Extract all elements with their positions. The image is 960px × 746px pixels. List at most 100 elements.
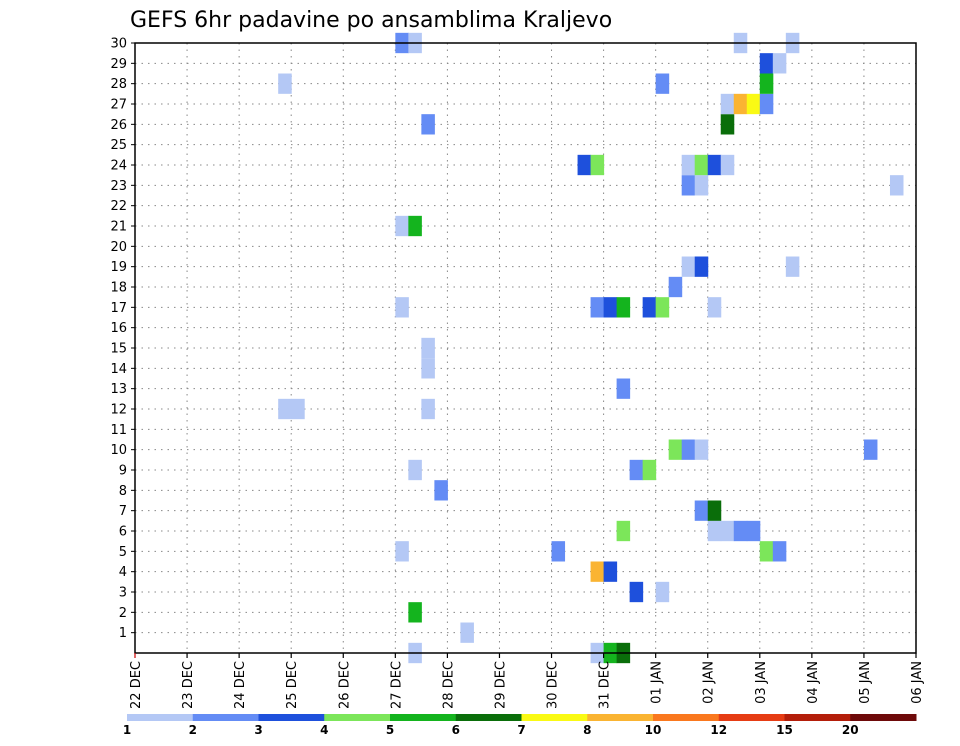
x-tick-label: 24 DEC [233, 661, 248, 709]
y-tick-label: 22 [110, 199, 127, 214]
heatmap-cell [278, 398, 292, 420]
y-tick-label: 3 [119, 586, 127, 601]
y-tick-label: 16 [110, 321, 127, 336]
y-tick-label: 28 [110, 77, 127, 92]
y-tick-label: 24 [110, 159, 127, 174]
y-tick-label: 15 [110, 342, 127, 357]
colorbar-segment [324, 714, 391, 721]
heatmap-cell [889, 175, 904, 196]
heatmap-cell [720, 154, 735, 176]
colorbar: 1 2 3 4 5 6 7 8 10 12 15 20 [123, 714, 917, 737]
heatmap-cell [642, 297, 657, 318]
heatmap-cell [720, 93, 735, 115]
heatmap-cell [395, 297, 409, 318]
y-tick-label: 14 [110, 362, 127, 377]
y-tick-label: 30 [110, 37, 127, 52]
colorbar-segment [850, 714, 917, 721]
heatmap-cell [434, 480, 448, 501]
heatmap-cell [720, 114, 735, 135]
colorbar-label: 1 [123, 723, 131, 737]
heatmap-cell [759, 93, 774, 115]
heatmap-cell [707, 297, 722, 318]
colorbar-label: 12 [710, 723, 727, 737]
y-tick-label: 7 [119, 504, 127, 519]
heatmap-cell [655, 73, 670, 94]
colorbar-label: 10 [645, 723, 662, 737]
y-tick-label: 21 [110, 220, 127, 235]
heatmap-cell [603, 297, 618, 318]
x-tick-label: 27 DEC [389, 661, 404, 709]
heatmap-cell [694, 154, 709, 176]
heatmap-cell [772, 53, 787, 74]
y-tick-label: 29 [110, 57, 127, 72]
x-tick-label: 06 JAN [910, 661, 925, 704]
heatmap-cell [421, 358, 435, 379]
heatmap-cell [655, 581, 670, 603]
heatmap-cell [746, 93, 761, 115]
heatmap-cell [694, 439, 709, 460]
heatmap-cell [707, 520, 722, 542]
heatmap-cell [759, 53, 774, 74]
heatmap-cell [733, 93, 748, 115]
heatmap-cell [694, 175, 709, 196]
heatmap-cell [707, 154, 722, 176]
heatmap-cell [421, 398, 435, 420]
heatmap-cell [629, 459, 644, 481]
colorbar-segment [521, 714, 588, 721]
heatmap-cell [655, 297, 670, 318]
x-tick-label: 03 JAN [754, 661, 769, 704]
colorbar-label: 20 [842, 723, 859, 737]
y-tick-label: 20 [110, 240, 127, 255]
y-axis-ticks: 1234567891011121314151617181920212223242… [110, 37, 135, 641]
heatmap-cell [642, 459, 657, 481]
heatmap-cell [720, 520, 735, 542]
y-tick-label: 11 [110, 423, 127, 438]
y-tick-label: 9 [119, 464, 127, 479]
heatmap-cell [590, 297, 605, 318]
y-tick-label: 10 [110, 443, 127, 458]
heatmap-cell [395, 215, 409, 237]
colorbar-label: 4 [320, 723, 328, 737]
y-tick-label: 25 [110, 138, 127, 153]
colorbar-label: 8 [583, 723, 591, 737]
heatmap-cell [694, 256, 709, 277]
y-tick-label: 19 [110, 260, 127, 275]
x-tick-label: 01 JAN [650, 661, 665, 704]
heatmap-cell [421, 114, 435, 135]
heatmap-cell [681, 256, 696, 277]
heatmap-cell [408, 459, 422, 481]
heatmap-cell [772, 541, 787, 562]
heatmap-cell [278, 73, 292, 94]
colorbar-segment [587, 714, 654, 721]
y-tick-label: 23 [110, 179, 127, 194]
heatmap-cell [577, 154, 592, 176]
heatmap-cell [694, 500, 709, 521]
grid-lines [135, 43, 916, 653]
x-tick-label: 02 JAN [702, 661, 717, 704]
heatmap-cell [616, 378, 631, 399]
heatmap-cell [408, 215, 422, 237]
y-tick-label: 27 [110, 98, 127, 113]
colorbar-segment [258, 714, 325, 721]
colorbar-label: 2 [189, 723, 197, 737]
x-axis-ticks: 22 DEC 23 DEC 24 DEC 25 DEC 26 DEC 27 DEC 28 D… [129, 653, 925, 709]
heatmap-cell [616, 297, 631, 318]
heatmap-cell [681, 175, 696, 196]
colorbar-label: 5 [386, 723, 394, 737]
heatmap-cell [707, 500, 722, 521]
y-tick-label: 13 [110, 382, 127, 397]
heatmap-cell [460, 622, 474, 643]
x-tick-label: 31 DEC [598, 661, 613, 709]
colorbar-segment [653, 714, 720, 721]
colorbar-segment [192, 714, 259, 721]
colorbar-label: 6 [452, 723, 460, 737]
colorbar-segment [784, 714, 851, 721]
x-tick-label: 28 DEC [441, 661, 456, 709]
heatmap-cell [291, 398, 305, 420]
x-tick-label: 30 DEC [546, 661, 561, 709]
colorbar-label: 15 [776, 723, 793, 737]
colorbar-segment [718, 714, 785, 721]
colorbar-segment [390, 714, 457, 721]
